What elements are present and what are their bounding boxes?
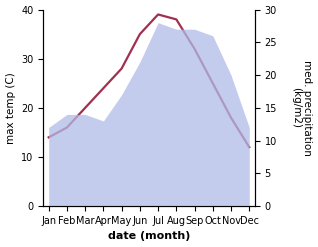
Y-axis label: max temp (C): max temp (C) — [5, 72, 16, 144]
Y-axis label: med. precipitation
(kg/m2): med. precipitation (kg/m2) — [291, 60, 313, 156]
X-axis label: date (month): date (month) — [108, 231, 190, 242]
